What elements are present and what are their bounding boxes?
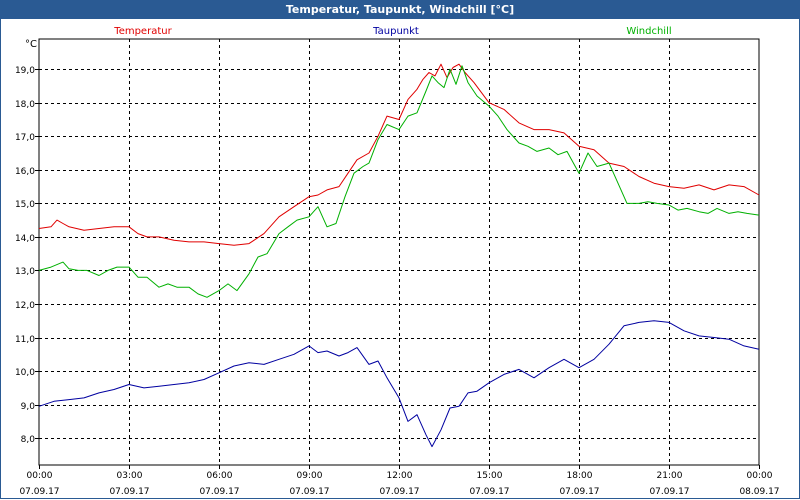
x-tick-time-label: 00:00 bbox=[27, 471, 53, 481]
y-tick-label: 17,0 bbox=[15, 133, 35, 143]
x-tick-date-label: 07.09.17 bbox=[559, 487, 599, 497]
x-tick-time-label: 09:00 bbox=[297, 471, 323, 481]
legend: Temperatur Taupunkt Windchill bbox=[113, 26, 671, 37]
y-tick-label: 19,0 bbox=[15, 66, 35, 76]
x-tick-date-label: 07.09.17 bbox=[289, 487, 329, 497]
x-tick-date-label: 07.09.17 bbox=[649, 487, 689, 497]
y-tick-label: 8,0 bbox=[21, 435, 36, 445]
x-tick-date-label: 07.09.17 bbox=[109, 487, 149, 497]
x-tick-time-label: 00:00 bbox=[747, 471, 773, 481]
x-tick-time-label: 15:00 bbox=[477, 471, 503, 481]
x-tick-time-label: 03:00 bbox=[117, 471, 143, 481]
x-tick-date-label: 07.09.17 bbox=[19, 487, 59, 497]
x-tick-time-label: 21:00 bbox=[657, 471, 683, 481]
y-tick-label: 18,0 bbox=[15, 100, 35, 110]
x-tick-date-label: 07.09.17 bbox=[199, 487, 239, 497]
x-tick-date-label: 08.09.17 bbox=[739, 487, 779, 497]
y-tick-label: 15,0 bbox=[15, 200, 35, 210]
legend-entry-taupunkt: Taupunkt bbox=[372, 26, 419, 37]
y-tick-label: 14,0 bbox=[15, 234, 35, 244]
y-tick-label: 10,0 bbox=[15, 368, 35, 378]
series-line-taupunkt bbox=[38, 320, 760, 448]
x-tick-time-label: 18:00 bbox=[567, 471, 593, 481]
y-tick-label: 13,0 bbox=[15, 267, 35, 277]
y-tick-labels: 8,0 9,0 10,0 11,0 12,0 13,0 14,0 15,0 16,0 17,0 18… bbox=[15, 66, 35, 445]
x-tick-date-label: 07.09.17 bbox=[379, 487, 419, 497]
y-tick-label: 16,0 bbox=[15, 167, 35, 177]
grid-lines bbox=[35, 39, 760, 469]
x-tick-labels: 00:00 07.09.17 03:00 07.09.17 06:00 07.09.17 0… bbox=[19, 471, 779, 497]
y-axis-unit-label: °C bbox=[25, 39, 37, 50]
window-title: Temperatur, Taupunkt, Windchill [°C] bbox=[0, 0, 800, 19]
y-tick-label: 11,0 bbox=[15, 335, 35, 345]
x-tick-time-label: 12:00 bbox=[387, 471, 413, 481]
x-tick-date-label: 07.09.17 bbox=[469, 487, 509, 497]
legend-entry-windchill: Windchill bbox=[626, 26, 671, 37]
y-tick-label: 9,0 bbox=[21, 402, 36, 412]
series-lines bbox=[38, 63, 760, 448]
x-tick-time-label: 06:00 bbox=[207, 471, 233, 481]
legend-entry-temperatur: Temperatur bbox=[113, 26, 172, 37]
series-line-windchill bbox=[38, 65, 760, 298]
y-tick-label: 12,0 bbox=[15, 301, 35, 311]
